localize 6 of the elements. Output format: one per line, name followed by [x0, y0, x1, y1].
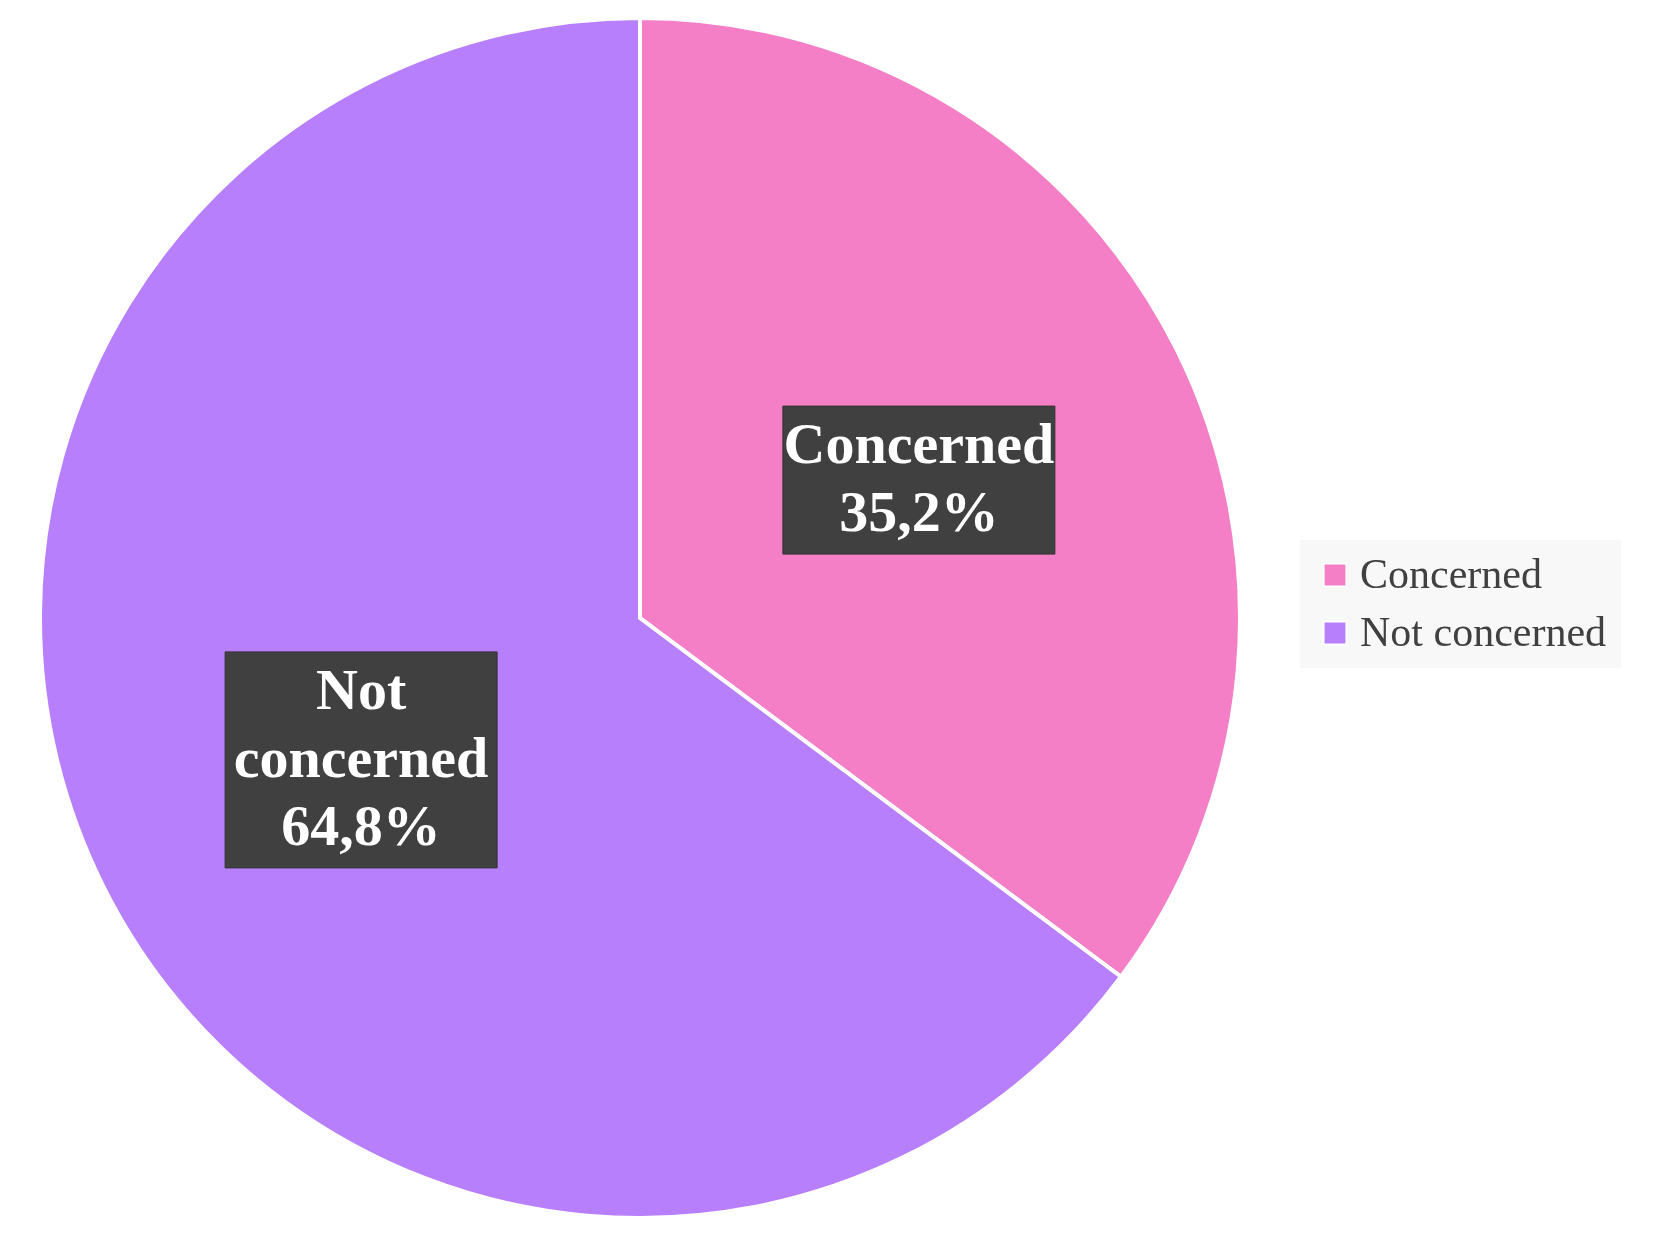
legend-label: Not concerned — [1360, 609, 1607, 655]
legend-label: Concerned — [1360, 551, 1542, 597]
slice-label: Not concerned — [233, 656, 489, 790]
slice-label: Concerned — [783, 411, 1055, 477]
data-label: 35,2% — [839, 479, 999, 545]
data-label: 64,8% — [281, 792, 441, 858]
